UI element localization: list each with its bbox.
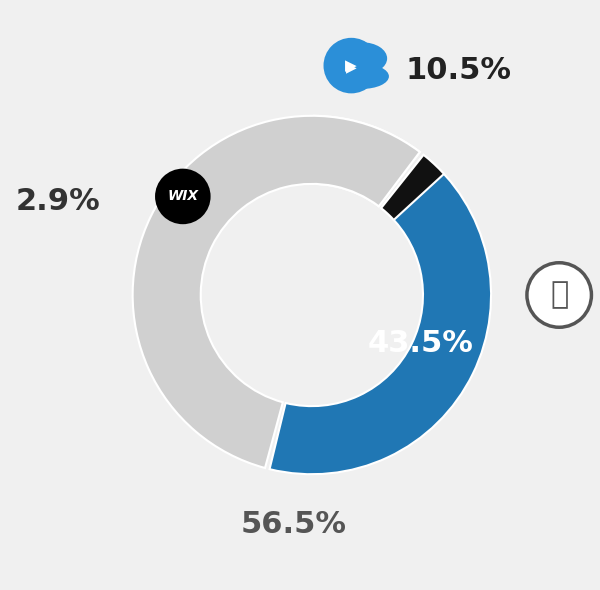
Ellipse shape [335,64,389,89]
Wedge shape [133,116,420,468]
Circle shape [155,169,211,224]
Circle shape [323,38,379,93]
Text: ▶: ▶ [346,60,356,74]
Text: 56.5%: 56.5% [241,510,347,539]
Text: WIX: WIX [167,189,199,204]
Ellipse shape [325,51,364,80]
Circle shape [527,263,592,327]
Text: 10.5%: 10.5% [405,57,511,86]
Text: 43.5%: 43.5% [368,329,473,358]
Text: Ⓦ: Ⓦ [550,280,568,310]
Ellipse shape [337,42,387,74]
Text: ▶: ▶ [346,58,357,73]
Wedge shape [381,155,444,220]
Wedge shape [269,155,491,474]
Text: 2.9%: 2.9% [16,187,100,217]
Wedge shape [313,116,420,206]
